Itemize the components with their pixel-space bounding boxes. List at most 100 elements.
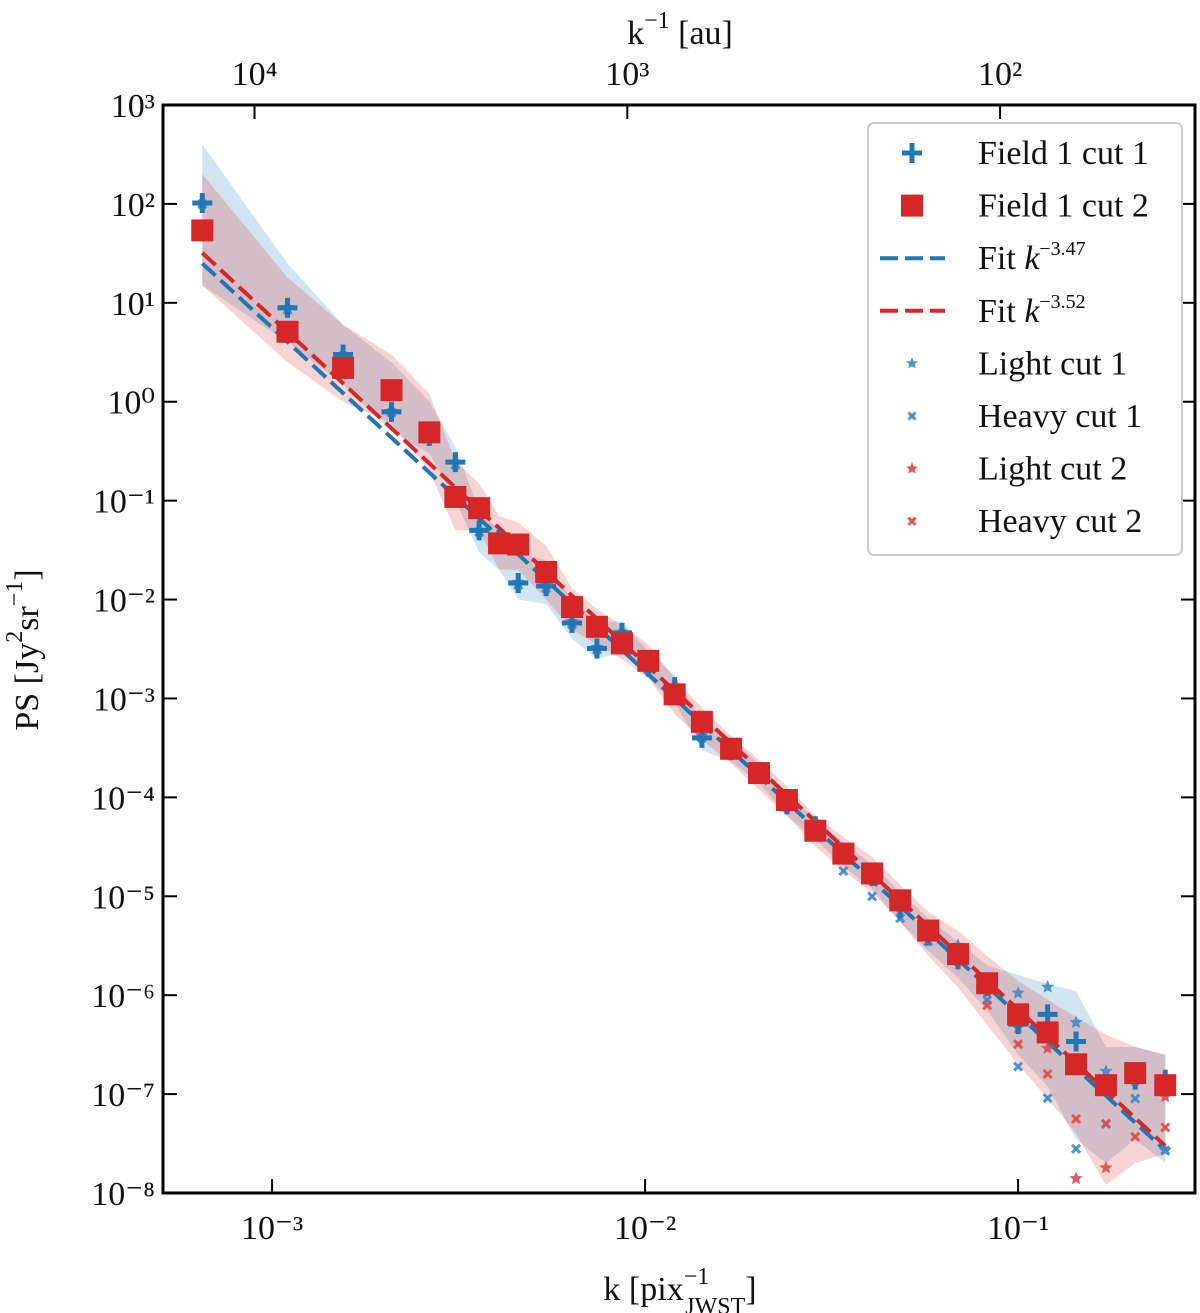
label-part: ] bbox=[9, 569, 46, 580]
square-marker bbox=[1007, 1003, 1030, 1026]
square-marker bbox=[663, 683, 686, 706]
x-marker bbox=[1160, 1122, 1171, 1133]
square-marker bbox=[1154, 1074, 1177, 1097]
label-part: PS [Jy bbox=[9, 643, 46, 731]
plot-frame bbox=[161, 103, 1197, 1195]
y-tick-label: 10⁰ bbox=[107, 385, 155, 422]
y-tick-label: 10³ bbox=[111, 88, 155, 125]
legend-label: Field 1 cut 2 bbox=[978, 188, 1149, 225]
square-marker bbox=[976, 972, 999, 995]
y-tick-label: 10⁻² bbox=[93, 583, 155, 620]
label-part: JWST bbox=[685, 1294, 745, 1313]
x-stroke bbox=[1160, 1122, 1171, 1133]
x-stroke bbox=[838, 865, 849, 877]
x-stroke bbox=[1070, 1113, 1082, 1125]
x-stroke bbox=[1013, 1039, 1024, 1050]
x-marker bbox=[1130, 1131, 1141, 1142]
x-stroke bbox=[1013, 1061, 1024, 1072]
x-marker bbox=[1070, 1113, 1082, 1125]
square-marker bbox=[418, 421, 441, 444]
fit-line bbox=[200, 261, 1167, 1152]
x-marker bbox=[1100, 1118, 1112, 1129]
square-marker bbox=[332, 356, 355, 379]
star-marker bbox=[1040, 1041, 1055, 1055]
legend-label: Heavy cut 2 bbox=[978, 503, 1142, 540]
square-marker bbox=[444, 485, 467, 508]
star-marker bbox=[906, 462, 918, 474]
plus-marker bbox=[508, 572, 529, 593]
legend-label: Light cut 2 bbox=[978, 451, 1127, 488]
y-tick-label: 10⁻⁶ bbox=[91, 978, 155, 1015]
x-stroke bbox=[1042, 1068, 1053, 1079]
y-tick-label: 10¹ bbox=[111, 286, 155, 323]
plot-area bbox=[191, 144, 1177, 1186]
legend-label: Light cut 1 bbox=[978, 345, 1127, 382]
y-tick-label: 10⁻¹ bbox=[93, 484, 155, 521]
square-marker bbox=[488, 532, 511, 555]
label-part: k bbox=[1024, 240, 1040, 277]
x-stroke bbox=[907, 516, 917, 526]
x-axis-label: k [pix−1 JWST] bbox=[603, 1264, 756, 1313]
square-marker bbox=[637, 649, 660, 672]
square-marker bbox=[889, 889, 912, 912]
x-stroke bbox=[1130, 1093, 1141, 1104]
square-marker bbox=[747, 762, 770, 785]
x2-tick-label: 10² bbox=[978, 56, 1022, 93]
x-marker bbox=[867, 891, 878, 902]
y-tick-label: 10⁻⁵ bbox=[91, 879, 155, 916]
x-marker bbox=[1160, 1145, 1171, 1156]
x-tick-label: 10⁻¹ bbox=[987, 1210, 1049, 1247]
star-marker bbox=[1099, 1064, 1113, 1077]
legend-box bbox=[867, 122, 1183, 556]
y-tick-label: 10⁻⁴ bbox=[91, 780, 155, 817]
square-marker bbox=[1124, 1062, 1147, 1085]
square-marker bbox=[1065, 1053, 1088, 1076]
label-part: −3.47 bbox=[1039, 238, 1085, 260]
x2-tick-label: 10³ bbox=[605, 56, 649, 93]
square-marker bbox=[1094, 1074, 1117, 1097]
x-stroke bbox=[867, 891, 878, 902]
square-marker bbox=[775, 789, 798, 812]
y-tick-label: 10⁻⁷ bbox=[91, 1077, 155, 1114]
square-marker bbox=[690, 710, 713, 733]
y-tick-label: 10² bbox=[111, 187, 155, 224]
label-part: 2 bbox=[2, 631, 28, 643]
label-part: k bbox=[627, 15, 644, 52]
x-stroke bbox=[1130, 1131, 1141, 1142]
x-stroke bbox=[907, 411, 917, 421]
plus-marker bbox=[277, 297, 298, 318]
x-marker bbox=[838, 865, 849, 877]
star-marker bbox=[906, 357, 918, 369]
square-marker bbox=[804, 819, 827, 842]
x-marker bbox=[1130, 1093, 1141, 1104]
y-axis-label: PS [Jy2sr−1] bbox=[2, 569, 46, 730]
x-marker bbox=[1013, 1061, 1024, 1072]
label-part: −1 bbox=[684, 1264, 710, 1290]
x-marker bbox=[1042, 1068, 1053, 1079]
plus-marker bbox=[1066, 1031, 1087, 1052]
x-stroke bbox=[1070, 1143, 1082, 1154]
square-marker bbox=[720, 737, 743, 760]
x-stroke bbox=[1100, 1118, 1112, 1129]
x-marker bbox=[1042, 1093, 1053, 1104]
label-part: −1 bbox=[2, 581, 28, 607]
square-marker bbox=[1036, 1021, 1059, 1044]
square-marker bbox=[191, 219, 214, 242]
x-marker bbox=[907, 516, 917, 526]
x-tick-label: 10⁻² bbox=[614, 1210, 676, 1247]
square-marker bbox=[917, 919, 940, 942]
square-marker bbox=[535, 560, 558, 583]
square-marker bbox=[561, 596, 584, 619]
square-marker bbox=[832, 842, 855, 865]
label-part: Fit bbox=[978, 240, 1024, 277]
plus-marker bbox=[381, 401, 402, 422]
square-marker bbox=[861, 862, 884, 885]
x-stroke bbox=[982, 1000, 993, 1011]
label-part: sr bbox=[9, 606, 46, 631]
square-marker bbox=[585, 615, 608, 638]
label-part: −3.52 bbox=[1039, 291, 1085, 313]
square-marker bbox=[276, 320, 299, 343]
plus-marker bbox=[445, 452, 466, 473]
plus-marker bbox=[1037, 1004, 1058, 1025]
